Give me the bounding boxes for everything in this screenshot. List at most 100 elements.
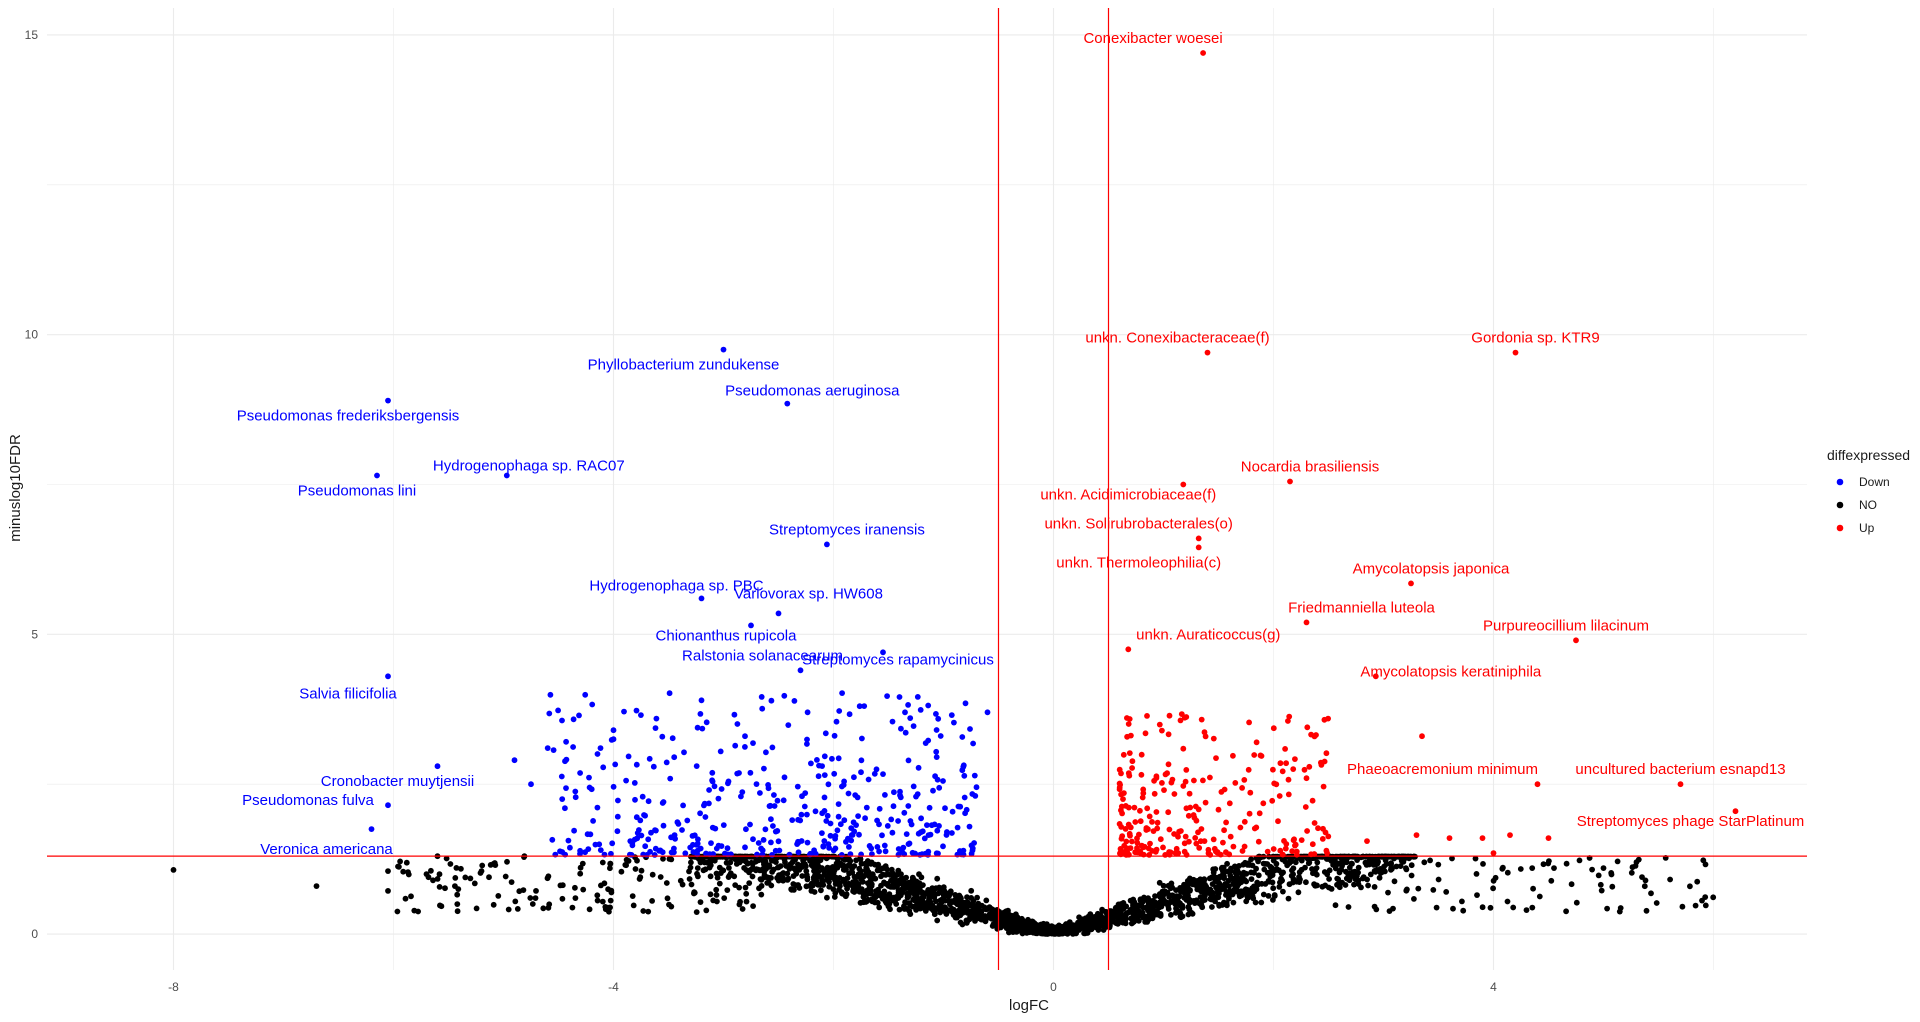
y-tick-label: 10 [25,328,39,342]
data-point [928,822,935,829]
data-point [454,901,461,907]
data-point [936,823,942,829]
data-point [1421,859,1428,866]
data-point [688,881,695,888]
data-point [490,901,497,908]
data-point [1604,905,1610,912]
data-point [1187,897,1193,904]
data-point [1233,873,1240,880]
data-point [1180,783,1187,789]
data-point [550,747,557,753]
data-point [1692,902,1699,909]
data-point [761,765,767,772]
data-point [936,784,943,791]
data-point [1117,917,1124,924]
data-point [664,895,671,902]
data-point [1254,879,1261,886]
data-point [935,715,942,722]
data-point [1118,824,1125,830]
data-point [605,886,611,893]
data-point [621,708,627,715]
data-point [1408,862,1415,869]
data-point [1170,893,1177,899]
data-point [671,754,678,761]
data-point [1609,883,1616,890]
data-point [1260,800,1267,807]
data-point [929,906,935,912]
data-point [633,707,640,714]
data-point [759,705,766,712]
data-point [1270,846,1277,852]
data-point [666,690,673,697]
data-point [615,797,621,804]
data-point [1536,893,1543,900]
data-point [934,875,941,882]
data-point [863,865,870,871]
data-point [1214,849,1221,856]
data-point [872,899,878,906]
data-point [861,703,868,709]
data-point [594,897,601,904]
data-point [1125,770,1132,777]
data-point [838,852,845,858]
data-point [1687,883,1693,890]
data-point [832,890,839,896]
data-point [1200,886,1207,893]
data-point [1153,775,1160,781]
data-point [825,781,832,788]
data-point [577,847,583,854]
data-point [774,828,781,834]
data-point [559,895,566,902]
data-point [648,829,654,836]
data-point [403,859,410,866]
data-point [1147,840,1153,847]
data-point [580,886,587,893]
point-label: Friedmanniella luteola [1288,599,1435,616]
data-point [1156,721,1163,728]
data-point [859,735,865,742]
x-axis-title: logFC [1009,997,1049,1014]
data-point [959,901,965,908]
data-point [889,829,896,836]
data-point [758,694,765,700]
data-point [1145,845,1152,852]
data-point [1243,898,1250,905]
data-point [810,874,817,881]
y-tick-label: 0 [31,927,38,941]
data-point [848,837,855,844]
data-point [452,875,459,881]
data-point [771,803,778,809]
data-point [1311,733,1318,740]
data-point [876,848,882,855]
data-point [917,707,924,713]
data-point [1510,904,1517,911]
data-point [1430,887,1437,893]
data-point [931,892,938,899]
data-point [813,879,820,885]
data-point [780,797,787,804]
data-point [758,891,765,898]
data-point [875,861,882,868]
data-point [1048,926,1055,933]
point-labels-layer: Conexibacter woesei unkn. Conexibacterace… [237,30,1805,858]
data-point [799,873,806,879]
point-label: unkn. Acidimicrobiaceae(f) [1040,487,1216,504]
data-point [394,908,401,915]
data-point [940,843,946,850]
data-point [694,865,701,871]
data-point [860,899,867,906]
data-point [1314,859,1321,866]
data-point [1295,889,1302,896]
data-point [914,891,920,898]
data-point [1119,833,1126,839]
data-point [1345,904,1352,910]
data-point [447,861,454,867]
data-point [804,709,811,716]
data-point [707,873,714,880]
data-point [458,865,464,872]
data-point [1137,818,1144,825]
labeled-data-point [385,673,391,680]
data-point [1210,735,1217,742]
data-point [939,904,945,911]
